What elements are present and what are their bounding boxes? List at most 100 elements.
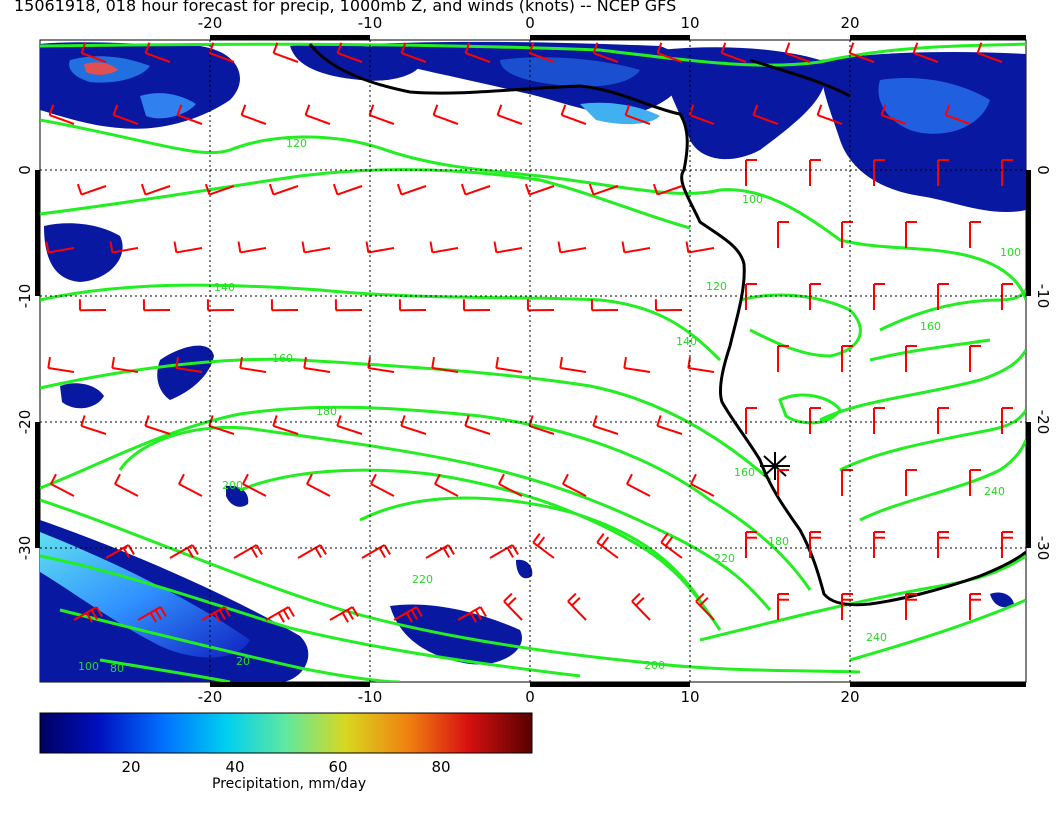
wind-barb-icon	[495, 356, 523, 373]
y-tick-label: 0	[16, 165, 34, 175]
wind-barb-icon	[493, 241, 523, 254]
wind-barb-icon	[720, 42, 747, 63]
contour-label: 140	[676, 335, 697, 348]
wind-barb-icon	[368, 104, 395, 125]
wind-barb-icon	[592, 42, 619, 63]
wind-barb-icon	[400, 42, 427, 63]
wind-barb-icon	[745, 531, 757, 558]
x-tick-label: 0	[525, 14, 535, 32]
wind-barb-icon	[937, 407, 949, 434]
y-tick-label: -20	[16, 410, 34, 435]
wind-barb-icon	[365, 241, 395, 254]
wind-barb-icon	[624, 104, 651, 125]
x-tick-label: -20	[198, 688, 223, 706]
axis-bars	[35, 35, 1031, 687]
wind-barb-icon	[809, 159, 821, 186]
wind-barb-icon	[233, 544, 263, 559]
wind-barb-icon	[503, 592, 523, 621]
wind-barb-icon	[462, 299, 491, 312]
wind-barb-icon	[169, 544, 199, 559]
wind-barb-icon	[489, 544, 519, 559]
wind-barb-icon	[631, 592, 651, 621]
contour-label: 200	[644, 659, 665, 672]
wind-barb-icon	[80, 42, 107, 63]
wind-barb-icon	[429, 241, 459, 254]
wind-barb-icon	[304, 104, 331, 125]
wind-barb-icon	[336, 42, 363, 63]
wind-barb-icon	[398, 299, 427, 312]
y-tick-label: -10	[1034, 284, 1052, 309]
wind-barb-icon	[841, 221, 853, 248]
wind-barb-icon	[111, 356, 139, 373]
wind-barb-icon	[654, 299, 683, 312]
wind-barb-icon	[596, 533, 619, 559]
wind-barb-icon	[905, 469, 917, 496]
contour-label: 240	[866, 631, 887, 644]
wind-barb-icon	[690, 473, 715, 497]
wind-barb-icon	[969, 469, 981, 496]
wind-barb-icon	[329, 606, 359, 623]
colorbar-tick: 60	[328, 758, 347, 776]
colorbar-label: Precipitation, mm/day	[212, 776, 367, 792]
y-tick-label: -30	[1034, 536, 1052, 561]
contour-labels: 120 100 140 160 180 200 220 240 100 200 …	[78, 137, 1021, 675]
wind-barb-icon	[76, 183, 107, 196]
contour-label: 120	[706, 280, 727, 293]
wind-barb-icon	[332, 183, 363, 196]
wind-barb-icon	[204, 183, 235, 196]
wind-barb-icon	[777, 221, 789, 248]
wind-barb-icon	[562, 473, 587, 497]
wind-barb-icon	[50, 473, 75, 497]
colorbar-tick: 40	[225, 758, 244, 776]
wind-barb-icon	[393, 606, 423, 623]
wind-barb-icon	[784, 42, 811, 63]
x-tick-label: 10	[680, 14, 699, 32]
wind-barb-icon	[361, 544, 391, 559]
wind-barb-icon	[306, 473, 331, 497]
x-tick-label: 0	[525, 688, 535, 706]
contour-label: 160	[734, 466, 755, 479]
contour-label: 80	[110, 662, 124, 675]
wind-barb-icon	[1001, 283, 1013, 310]
wind-barb-icon	[588, 183, 619, 196]
chart-title: 15061918, 018 hour forecast for precip, …	[14, 0, 677, 15]
wind-barb-icon	[73, 606, 103, 623]
wind-barb-icon	[1001, 159, 1013, 186]
wind-barb-icon	[334, 299, 363, 312]
wind-barb-icon	[370, 473, 395, 497]
y-tick-label: -10	[16, 284, 34, 309]
wind-barb-icon	[623, 356, 651, 373]
wind-barb-icon	[560, 104, 587, 125]
wind-barb-icon	[557, 241, 587, 254]
wind-barb-icon	[777, 593, 789, 620]
map-layers	[40, 41, 1026, 682]
contour-label: 220	[412, 573, 433, 586]
wind-barb-icon	[592, 415, 619, 435]
wind-barb-icon	[301, 241, 331, 254]
wind-barb-icon	[272, 42, 299, 63]
wind-barb-icon	[240, 104, 267, 125]
y-tick-labels-left: 0 -10 -20 -30	[16, 165, 34, 560]
wind-barb-icon	[201, 606, 231, 623]
contour-label: 200	[222, 479, 243, 492]
wind-barb-icon	[112, 104, 139, 125]
wind-barb-icon	[969, 593, 981, 620]
contour-label: 20	[236, 655, 250, 668]
wind-barb-icon	[532, 533, 555, 559]
wind-barb-icon	[652, 183, 683, 196]
coastline	[308, 43, 1026, 607]
wind-barb-icon	[109, 241, 139, 254]
wind-barb-icon	[396, 183, 427, 196]
wind-barb-icon	[777, 345, 789, 372]
wind-barb-icon	[745, 407, 757, 434]
contour-label: 220	[714, 552, 735, 565]
wind-barb-icon	[976, 42, 1003, 63]
contour-label: 180	[768, 535, 789, 548]
wind-barb-icon	[621, 241, 651, 254]
wind-barb-icon	[809, 283, 821, 310]
contour-label: 160	[920, 320, 941, 333]
colorbar	[39, 712, 533, 754]
wind-barb-icon	[1001, 407, 1013, 434]
height-contours	[40, 42, 1026, 682]
wind-barb-icon	[809, 407, 821, 434]
